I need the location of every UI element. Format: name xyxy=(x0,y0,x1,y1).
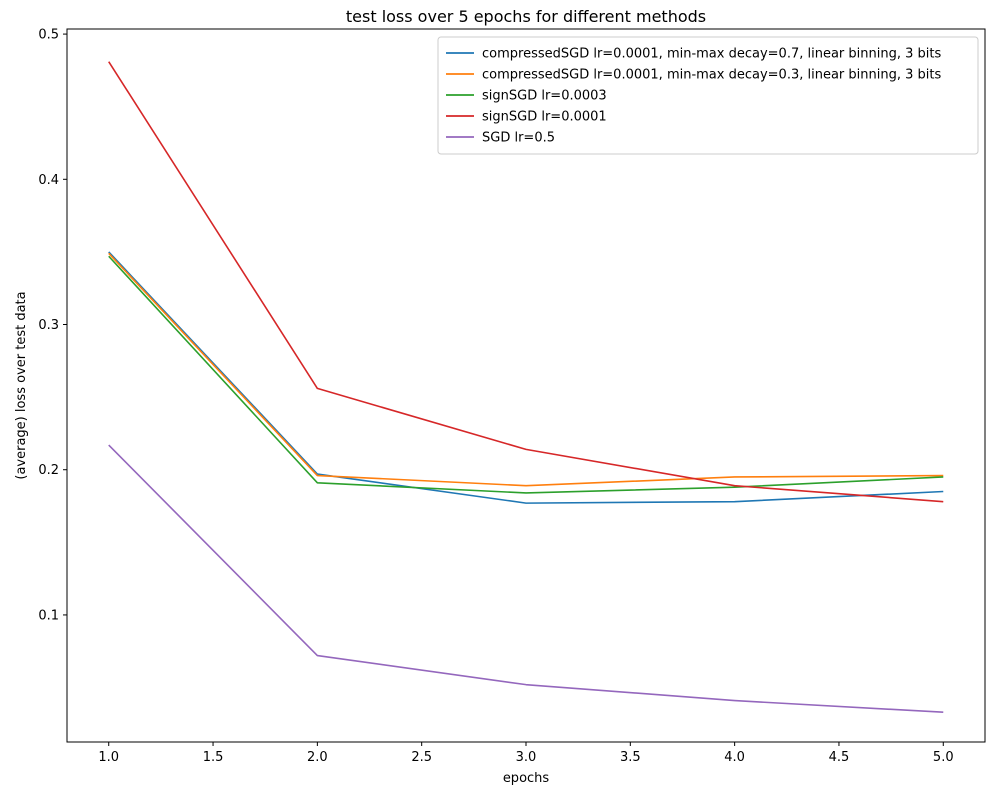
x-axis: 1.0 1.5 2.0 2.5 3.0 3.5 4.0 4.5 5.0 xyxy=(98,742,954,765)
y-tick-label: 0.5 xyxy=(38,28,59,43)
y-tick-label: 0.3 xyxy=(38,318,59,333)
legend-label-2: compressedSGD lr=0.0001, min-max decay=0… xyxy=(482,68,941,83)
series-line-5 xyxy=(108,444,944,714)
x-tick-label: 3.0 xyxy=(516,750,537,765)
y-tick-label: 0.2 xyxy=(38,463,59,478)
series-line-2 xyxy=(108,252,944,487)
x-axis-title: epochs xyxy=(503,771,550,786)
y-axis: 0.1 0.2 0.3 0.4 0.5 xyxy=(38,28,67,623)
legend-box xyxy=(437,36,979,155)
chart-title: test loss over 5 epochs for different me… xyxy=(346,7,706,26)
x-tick-label: 2.0 xyxy=(307,750,328,765)
x-tick-label: 4.5 xyxy=(829,750,850,765)
series-line-4 xyxy=(108,61,944,503)
x-tick-label: 1.0 xyxy=(98,750,119,765)
x-tick-label: 3.5 xyxy=(620,750,641,765)
legend-label-4: signSGD lr=0.0001 xyxy=(482,110,607,125)
legend-label-5: SGD lr=0.5 xyxy=(482,131,555,146)
y-tick-label: 0.4 xyxy=(38,173,59,188)
legend: compressedSGD lr=0.0001, min-max decay=0… xyxy=(437,36,979,155)
legend-label-3: signSGD lr=0.0003 xyxy=(482,89,607,104)
legend-label-1: compressedSGD lr=0.0001, min-max decay=0… xyxy=(482,47,941,62)
y-axis-title: (average) loss over test data xyxy=(14,291,29,479)
x-tick-label: 4.0 xyxy=(724,750,745,765)
x-tick-label: 1.5 xyxy=(203,750,224,765)
y-tick-label: 0.1 xyxy=(38,608,59,623)
series-line-3 xyxy=(108,255,944,494)
x-tick-label: 5.0 xyxy=(933,750,954,765)
x-tick-label: 2.5 xyxy=(411,750,432,765)
series-line-1 xyxy=(108,251,944,504)
